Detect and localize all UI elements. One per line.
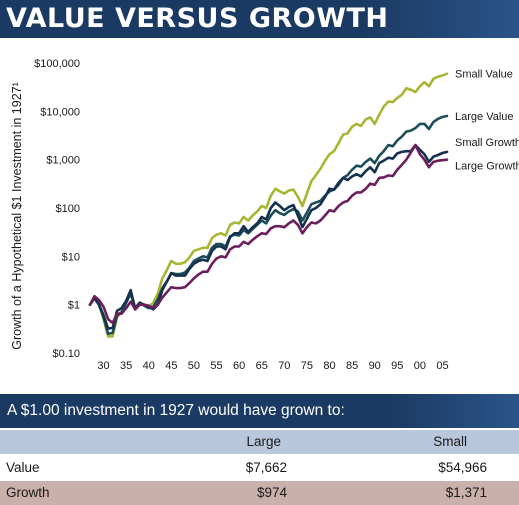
series-label-small-growth: Small Growth (455, 137, 519, 149)
x-axis-ticks: 30 35 40 45 50 55 60 65 70 75 80 85 90 95 00 05 (97, 360, 448, 372)
y-tick-label: $0.10 (52, 348, 80, 360)
x-tick-label: 60 (233, 360, 245, 372)
series-line-large-growth (88, 143, 449, 325)
growth-large-amount: $974 (256, 485, 287, 500)
x-tick-label: 55 (210, 360, 222, 372)
x-tick-label: 80 (323, 360, 335, 372)
series-label-small-value: Small Value (455, 69, 513, 81)
value-small-amount: $54,966 (438, 460, 487, 475)
x-tick-label: 95 (391, 360, 403, 372)
series-label-large-value: Large Value (455, 111, 514, 123)
x-tick-label: 45 (165, 360, 177, 372)
chart-title: VALUE VERSUS GROWTH (6, 3, 389, 34)
growth-line-chart: Growth of a Hypothetical $1 Investment i… (10, 58, 519, 372)
x-tick-label: 90 (369, 360, 381, 372)
x-tick-label: 65 (256, 360, 268, 372)
table-row-growth: Growth $974 $1,371 (0, 481, 519, 505)
y-tick-label: $100,000 (34, 58, 80, 70)
series-labels: Small Value Large Value Small Growth Large … (455, 69, 519, 173)
y-axis-ticks: $0.10 $1 $10 $100 $1,000 $10,000 $100,000 (34, 58, 80, 360)
header-cell-small: Small (433, 434, 467, 449)
y-axis-title: Growth of a Hypothetical $1 Investment i… (10, 82, 24, 350)
x-tick-label: 85 (346, 360, 358, 372)
x-tick-label: 30 (97, 360, 109, 372)
value-large-amount: $7,662 (245, 460, 287, 475)
summary-table-caption-bar: A $1.00 investment in 1927 would have gr… (0, 394, 519, 428)
x-tick-label: 70 (278, 360, 290, 372)
y-axis-label-group: Growth of a Hypothetical $1 Investment i… (10, 82, 24, 350)
row-label-growth: Growth (6, 485, 50, 500)
x-tick-label: 35 (120, 360, 132, 372)
table-row-value: Value $7,662 $54,966 (0, 456, 519, 480)
y-tick-label: $10 (62, 251, 80, 263)
x-tick-label: 05 (436, 360, 448, 372)
x-tick-label: 75 (301, 360, 313, 372)
y-tick-label: $100 (56, 203, 80, 215)
y-tick-label: $1,000 (46, 155, 80, 167)
series-line-small-value (88, 72, 449, 338)
growth-small-amount: $1,371 (445, 485, 487, 500)
header-cell-large: Large (246, 434, 281, 449)
series-line-small-growth (88, 143, 449, 330)
x-tick-label: 50 (188, 360, 200, 372)
summary-table-caption: A $1.00 investment in 1927 would have gr… (7, 402, 345, 419)
x-tick-label: 40 (143, 360, 155, 372)
chart-title-banner: VALUE VERSUS GROWTH (0, 0, 519, 38)
series-line-large-value (88, 114, 449, 336)
series-lines (88, 72, 449, 338)
y-tick-label: $10,000 (40, 106, 80, 118)
row-label-value: Value (6, 460, 40, 475)
x-tick-label: 00 (414, 360, 426, 372)
summary-table-header-row: Large Small (0, 430, 519, 454)
y-tick-label: $1 (68, 300, 80, 312)
series-label-large-growth: Large Growth (455, 161, 519, 173)
